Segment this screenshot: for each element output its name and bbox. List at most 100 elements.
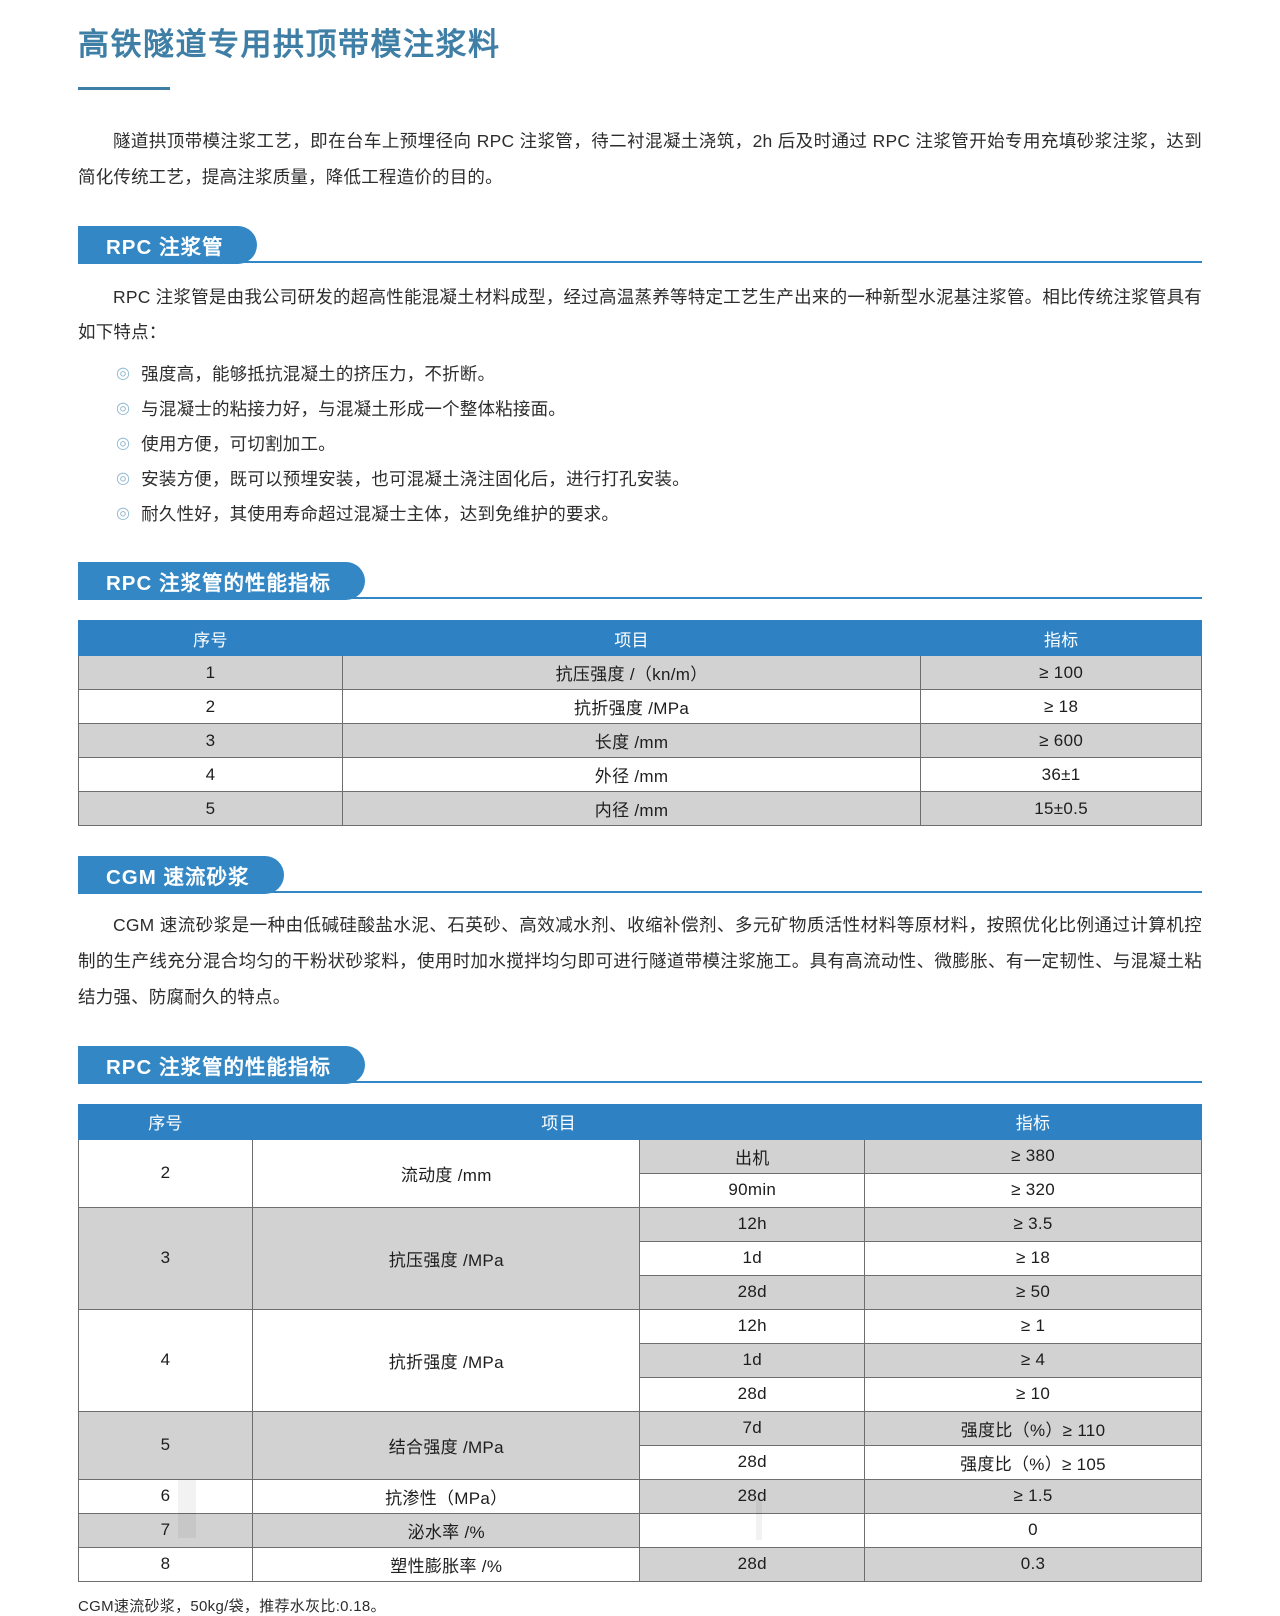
cell-no: 3: [78, 723, 343, 759]
rpc-pipe-paragraph: RPC 注浆管是由我公司研发的超高性能混凝土材料成型，经过高温蒸养等特定工艺生产…: [78, 286, 1202, 343]
table-row: 5 内径 /mm 15±0.5: [78, 791, 1202, 827]
cell-age: 90min: [639, 1172, 866, 1208]
cell-age: 12h: [639, 1308, 866, 1344]
cell-item: 抗折强度 /MPa: [252, 1308, 641, 1412]
table-row: 28d 强度比（%）≥ 105: [79, 1444, 1202, 1480]
cell-value: ≥ 100: [920, 655, 1202, 691]
cell-age: 28d: [639, 1478, 866, 1514]
cell-value: 强度比（%）≥ 105: [864, 1444, 1202, 1480]
section-band: CGM 速流砂浆: [78, 856, 284, 895]
cell-age: 28d: [639, 1546, 866, 1582]
cell-item: 塑性膨胀率 /%: [252, 1546, 641, 1582]
cell-no: 7: [77, 1512, 254, 1548]
footnote-text: CGM速流砂浆，50kg/袋，推荐水灰比:0.18。: [78, 1597, 386, 1615]
section-rule: [78, 260, 1202, 263]
list-item: ◎ 安装方便，既可以预埋安装，也可混凝土浇注固化后，进行打孔安装。: [116, 462, 1202, 497]
cell-value: 强度比（%）≥ 110: [864, 1410, 1202, 1446]
cell-value: ≥ 1: [864, 1308, 1202, 1344]
cell-value: 36±1: [920, 757, 1202, 793]
double-circle-icon: ◎: [116, 470, 131, 488]
cell-no: 4: [77, 1308, 254, 1412]
page-title: 高铁隧道专用拱顶带模注浆料: [78, 27, 501, 62]
document-page: 高铁隧道专用拱顶带模注浆料 隧道拱顶带模注浆工艺，即在台车上预埋径向 RPC 注…: [77, 27, 1202, 1615]
double-circle-icon: ◎: [116, 365, 131, 383]
table-row: 7 泌水率 /% 0: [77, 1512, 1202, 1548]
cell-no: 5: [78, 791, 343, 827]
cell-no: 1: [78, 655, 343, 691]
cell-value: ≥ 4: [864, 1342, 1202, 1378]
column-header-item: 项目: [252, 1103, 866, 1140]
cell-item: 内径 /mm: [341, 791, 922, 827]
table-row: 3 长度 /mm ≥ 600: [78, 723, 1202, 759]
cell-item: 流动度 /mm: [252, 1138, 641, 1208]
cell-item: 结合强度 /MPa: [252, 1410, 641, 1480]
column-header-no: 序号: [78, 620, 343, 657]
cell-item: 抗压强度 /（kn/m）: [341, 655, 922, 691]
table-rpc-spec: 序号 项目 指标 1 抗压强度 /（kn/m） ≥ 100 2 抗折强度 /MP…: [78, 620, 1202, 827]
section-banner-rpc-spec: RPC 注浆管的性能指标: [78, 562, 1202, 601]
cell-no: 4: [78, 757, 343, 793]
list-item-label: 耐久性好，其使用寿命超过混凝士主体，达到免维护的要求。: [141, 504, 620, 525]
cell-no: 6: [77, 1478, 254, 1514]
table-row: 2 流动度 /mm 出机 ≥ 380: [77, 1138, 1202, 1208]
table-cgm-spec: 序号 项目 指标 2 流动度 /mm 出机 ≥ 380 90min ≥ 320 …: [77, 1103, 1202, 1582]
cell-value: ≥ 380: [864, 1138, 1202, 1174]
section-banner-cgm-spec: RPC 注浆管的性能指标: [78, 1045, 1202, 1084]
table-row: 3 抗压强度 /MPa 12h ≥ 3.5: [77, 1206, 1202, 1310]
section-band: RPC 注浆管: [78, 225, 258, 264]
cell-age: 7d: [639, 1410, 866, 1446]
cell-value: ≥ 10: [864, 1376, 1202, 1412]
list-item: ◎ 耐久性好，其使用寿命超过混凝士主体，达到免维护的要求。: [116, 497, 1202, 532]
cell-age: 28d: [639, 1274, 866, 1310]
double-circle-icon: ◎: [116, 400, 131, 418]
cell-item: 抗压强度 /MPa: [252, 1206, 641, 1310]
section-banner-rpc-pipe: RPC 注浆管: [78, 225, 1202, 264]
cell-value: 0: [864, 1512, 1202, 1548]
cell-value: ≥ 50: [864, 1274, 1202, 1310]
cell-age: 28d: [639, 1444, 866, 1480]
list-item-label: 与混凝士的粘接力好，与混凝土形成一个整体粘接面。: [141, 399, 566, 420]
column-header-no: 序号: [77, 1103, 254, 1140]
section-rule: [78, 891, 1202, 894]
section-rule: [78, 1080, 1202, 1083]
table-header-row: 序号 项目 指标: [77, 1103, 1202, 1140]
cell-item: 外径 /mm: [341, 757, 922, 793]
section-banner-cgm-mortar: CGM 速流砂浆: [78, 856, 1202, 895]
cell-no: 2: [77, 1138, 254, 1208]
table-row: 28d ≥ 10: [79, 1376, 1202, 1412]
list-item-label: 强度高，能够抵抗混凝土的挤压力，不折断。: [141, 364, 496, 385]
list-item: ◎ 与混凝士的粘接力好，与混凝土形成一个整体粘接面。: [116, 392, 1202, 427]
cell-age: [639, 1512, 866, 1548]
cell-age: 出机: [639, 1138, 866, 1174]
table-row: 8 塑性膨胀率 /% 28d 0.3: [77, 1546, 1202, 1582]
section-title-rpc-spec: RPC 注浆管的性能指标: [106, 572, 331, 596]
section-band: RPC 注浆管的性能指标: [78, 1045, 365, 1084]
section-title-cgm-mortar: CGM 速流砂浆: [106, 866, 250, 890]
section-rule: [78, 597, 1202, 600]
table-row: 28d ≥ 50: [79, 1274, 1202, 1310]
column-header-value: 指标: [920, 620, 1202, 657]
section-title-rpc-pipe: RPC 注浆管: [106, 235, 224, 259]
cell-age: 1d: [639, 1342, 866, 1378]
cell-value: ≥ 3.5: [864, 1206, 1202, 1242]
table-row: 1d ≥ 18: [79, 1240, 1202, 1276]
cell-no: 8: [77, 1546, 254, 1582]
cell-item: 泌水率 /%: [252, 1512, 641, 1548]
table-row: 4 外径 /mm 36±1: [78, 757, 1202, 793]
list-item-label: 安装方便，既可以预埋安装，也可混凝土浇注固化后，进行打孔安装。: [141, 469, 690, 490]
table-row: 6 抗渗性（MPa） 28d ≥ 1.5: [77, 1478, 1202, 1514]
table-row: 1 抗压强度 /（kn/m） ≥ 100: [78, 655, 1202, 691]
cell-value: ≥ 1.5: [864, 1478, 1202, 1514]
cell-value: ≥ 18: [920, 689, 1202, 725]
column-header-item: 项目: [341, 620, 922, 657]
double-circle-icon: ◎: [116, 505, 131, 523]
cell-item: 长度 /mm: [341, 723, 922, 759]
section-title-cgm-spec: RPC 注浆管的性能指标: [106, 1055, 331, 1079]
cgm-mortar-paragraph: CGM 速流砂浆是一种由低碱硅酸盐水泥、石英砂、高效减水剂、收缩补偿剂、多元矿物…: [78, 915, 1202, 1007]
cell-no: 2: [78, 689, 343, 725]
table-header-row: 序号 项目 指标: [78, 620, 1202, 657]
cell-value: 0.3: [864, 1546, 1202, 1582]
double-circle-icon: ◎: [116, 435, 131, 453]
section-band: RPC 注浆管的性能指标: [78, 562, 365, 601]
cell-no: 5: [77, 1410, 254, 1480]
